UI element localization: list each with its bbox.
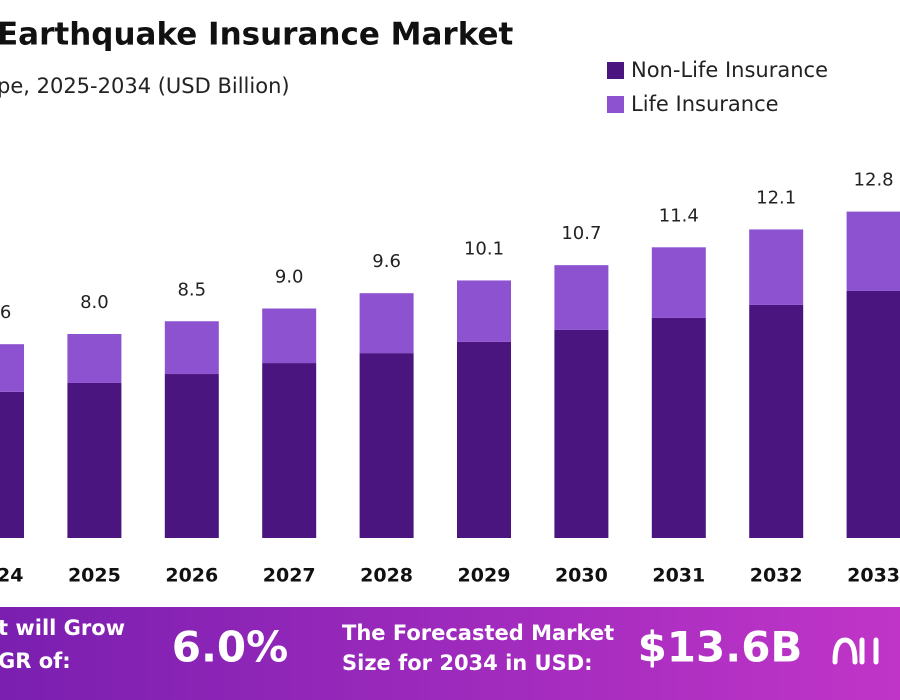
legend-label: Non-Life Insurance <box>631 58 828 82</box>
bar-segment <box>164 321 219 375</box>
banner-text: t will Grow <box>0 616 125 640</box>
cagr-value: 6.0% <box>172 623 288 672</box>
total-label: 9.6 <box>372 251 401 272</box>
x-tick-label: 2027 <box>263 565 316 587</box>
bar-segment <box>651 317 706 538</box>
total-label: 8.5 <box>177 279 206 300</box>
chart-title: Earthquake Insurance Market <box>0 17 514 53</box>
bar-segment <box>554 265 609 330</box>
bar-segment <box>262 308 317 364</box>
bar-segment <box>359 353 414 538</box>
forecast-value: $13.6B <box>638 623 803 672</box>
bar-segment <box>846 290 900 538</box>
bar-segment <box>262 363 317 538</box>
banner-text: GR of: <box>0 649 71 673</box>
x-tick-label: 2029 <box>458 565 511 587</box>
x-tick-label: 2030 <box>555 565 608 587</box>
x-tick-label: 2028 <box>360 565 413 587</box>
chart-subtitle: pe, 2025-2034 (USD Billion) <box>0 74 290 98</box>
bar-segment <box>651 247 706 318</box>
bar-segment <box>554 329 609 538</box>
bar-segment <box>0 344 24 392</box>
legend-swatch <box>607 96 624 113</box>
total-label: 12.1 <box>756 187 796 208</box>
x-tick-label: 2025 <box>68 565 121 587</box>
total-label: 7.6 <box>0 302 11 323</box>
total-label: 10.7 <box>561 223 601 244</box>
x-tick-label: 2032 <box>750 565 803 587</box>
total-label: 10.1 <box>464 238 504 259</box>
banner-text: The Forecasted Market <box>342 621 614 645</box>
x-tick-label: 2033 <box>847 565 900 587</box>
bar-segment <box>457 341 511 538</box>
x-tick-label: 2024 <box>0 565 23 587</box>
bar-segment <box>749 229 804 305</box>
total-label: 8.0 <box>80 292 109 313</box>
bar-segment <box>67 334 122 383</box>
total-label: 9.0 <box>275 267 304 288</box>
bar-segment <box>67 382 122 538</box>
legend-swatch <box>607 62 624 79</box>
x-tick-label: 2026 <box>165 565 218 587</box>
bar-segment <box>0 391 24 538</box>
bar-segment <box>846 211 900 291</box>
logo <box>832 637 879 665</box>
legend-label: Life Insurance <box>631 92 779 116</box>
banner-text: Size for 2034 in USD: <box>342 651 593 675</box>
bar-segment <box>359 293 414 354</box>
x-tick-label: 2031 <box>652 565 705 587</box>
bar-segment <box>457 280 511 342</box>
bar-segment <box>164 374 219 538</box>
bar-segment <box>749 304 804 538</box>
total-label: 11.4 <box>659 205 699 226</box>
total-label: 12.8 <box>854 170 894 191</box>
banner <box>0 607 900 700</box>
